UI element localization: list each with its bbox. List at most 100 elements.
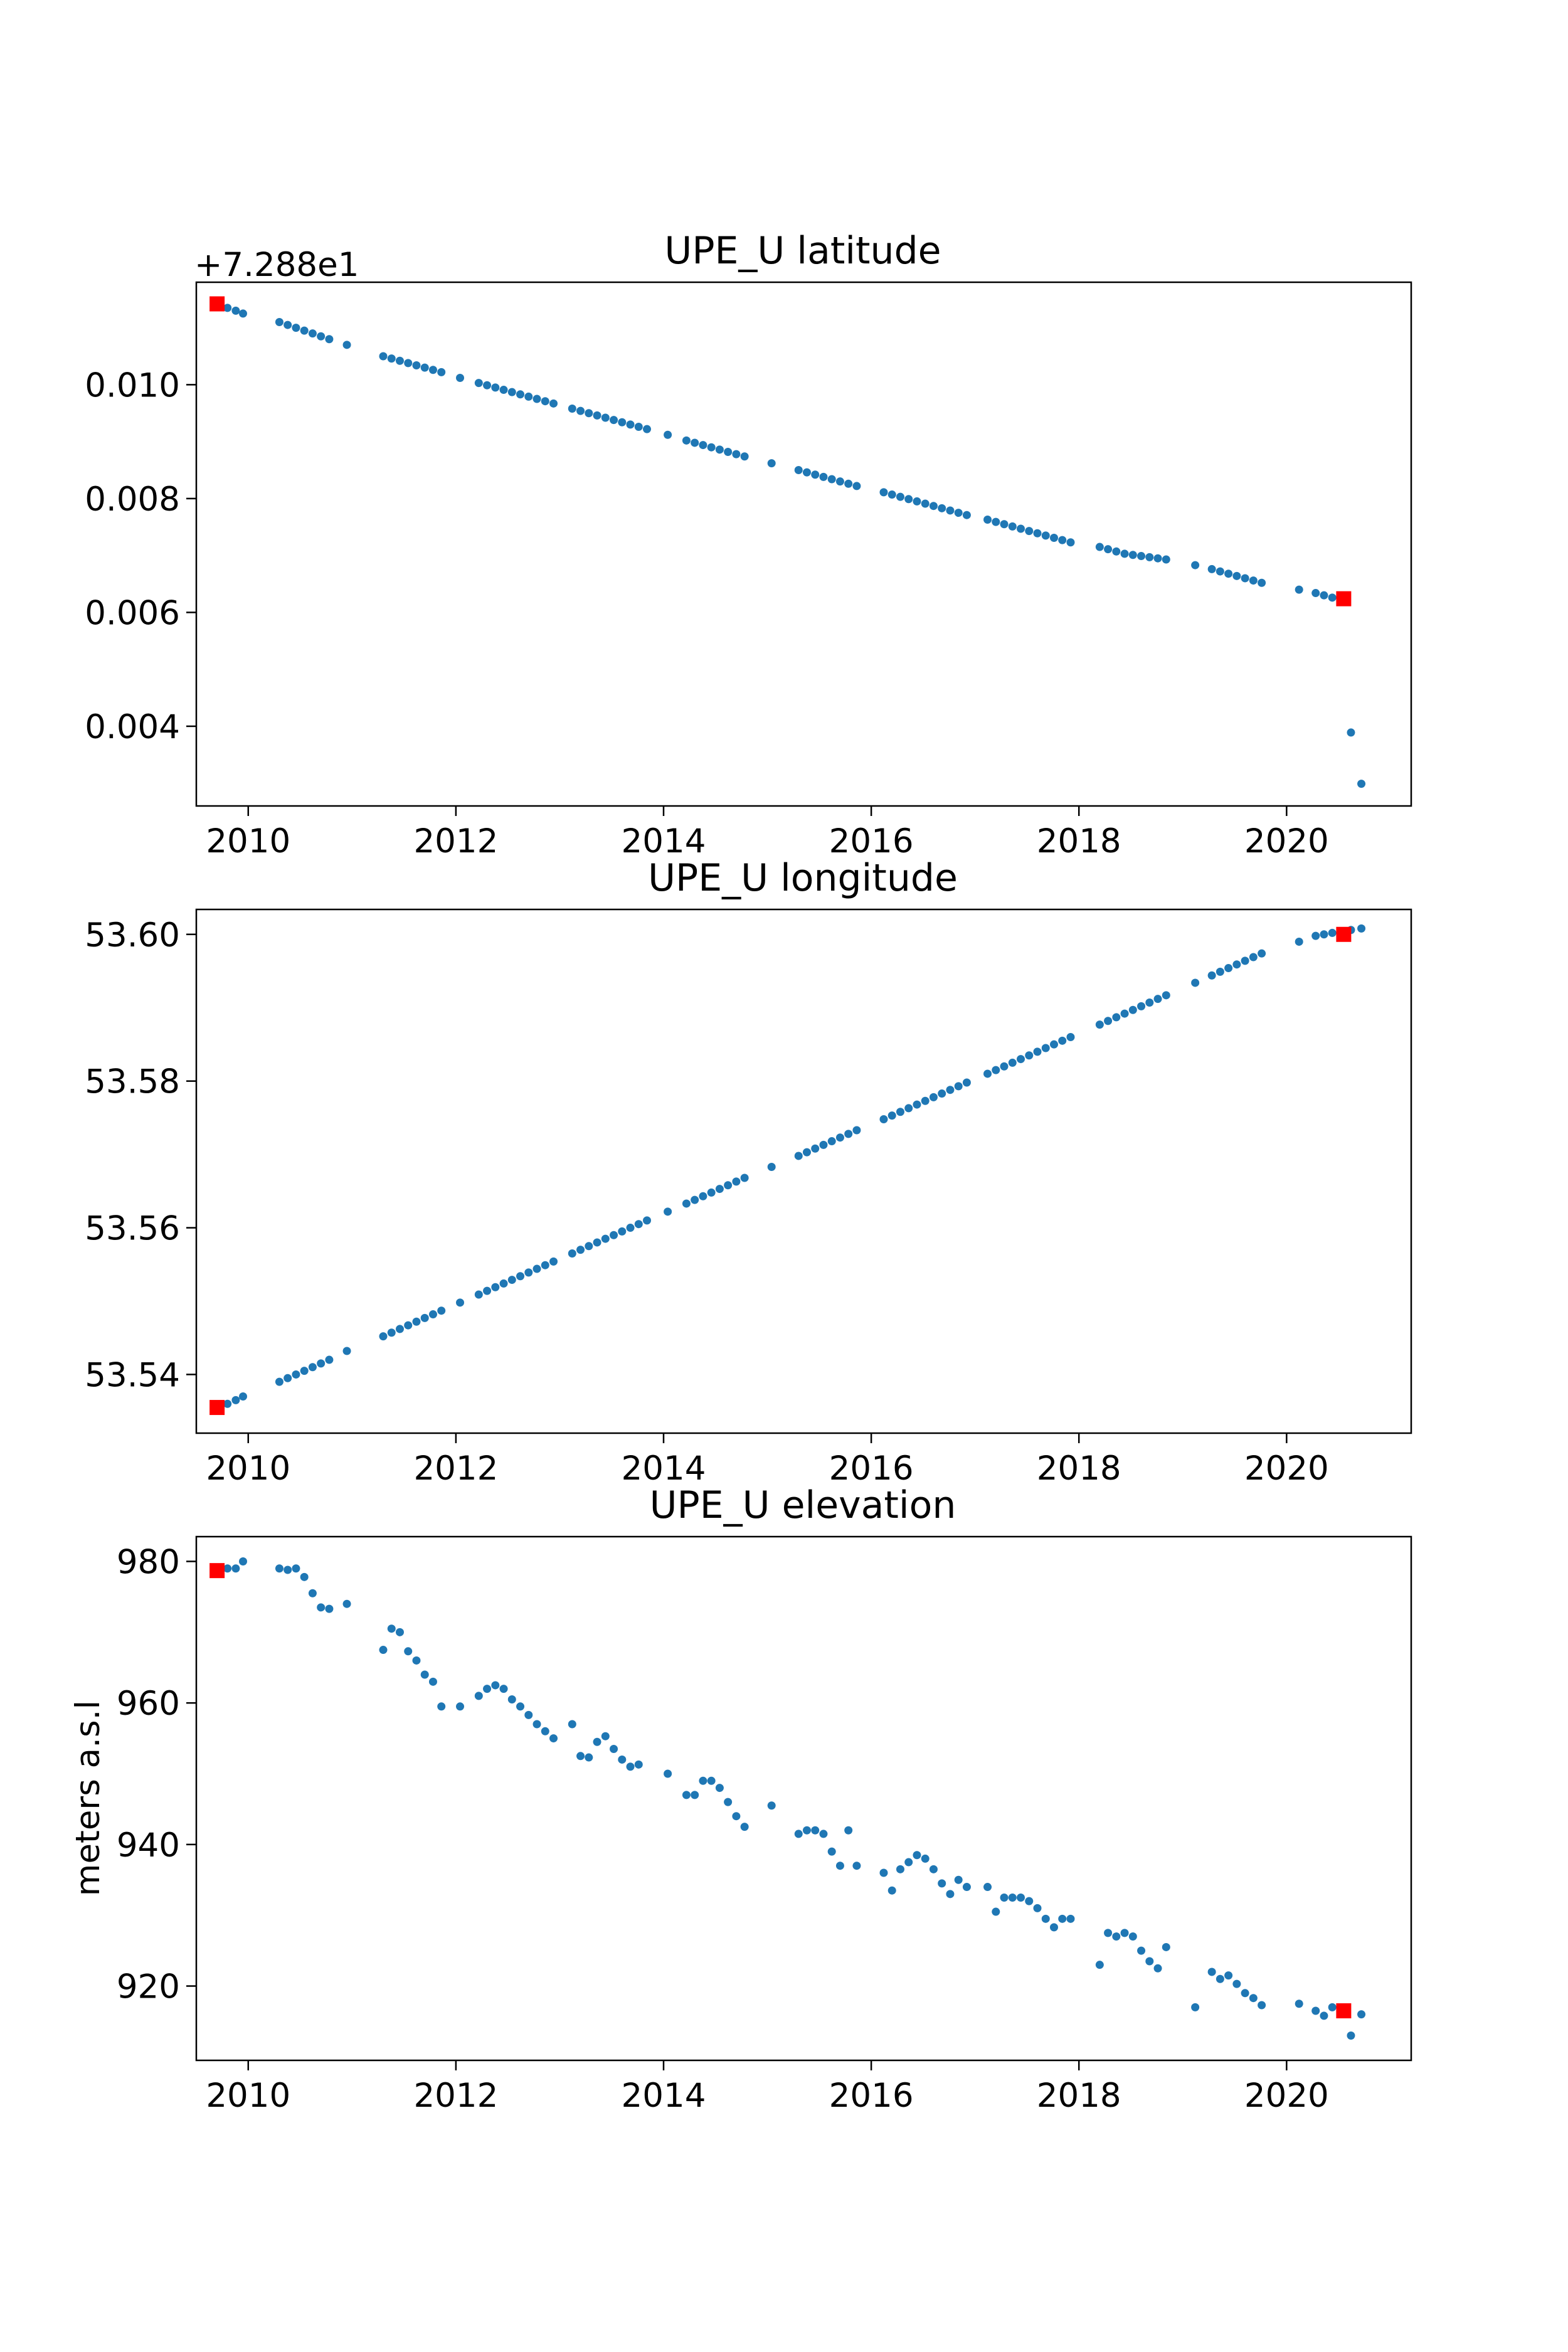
latitude-data-point: [767, 459, 776, 468]
elevation-data-point: [1311, 2006, 1320, 2015]
latitude-data-point: [1095, 543, 1104, 551]
elevation-data-point: [437, 1702, 446, 1711]
elevation-data-point: [342, 1599, 351, 1608]
longitude-data-point: [275, 1377, 283, 1386]
elevation-data-point: [491, 1681, 500, 1690]
longitude-data-point: [938, 1089, 946, 1098]
longitude-data-point: [983, 1069, 992, 1078]
latitude-data-point: [379, 352, 388, 361]
elevation-data-point: [1162, 1942, 1170, 1951]
elevation-data-point: [1216, 1974, 1224, 1983]
latitude-data-point: [483, 381, 492, 389]
longitude-y-ticks: 53.54 53.56 53.58 53.60: [85, 916, 196, 1394]
latitude-data-point: [938, 504, 946, 512]
latitude-data-point: [1008, 522, 1017, 531]
longitude-data-point: [283, 1374, 292, 1382]
elevation-y-tick-label: 940: [117, 1826, 180, 1865]
elevation-data-point: [593, 1737, 601, 1746]
elevation-data-point: [1025, 1897, 1034, 1905]
elevation-x-tick-label: 2020: [1244, 2077, 1329, 2115]
latitude-data-point: [691, 438, 699, 447]
elevation-data-point: [827, 1847, 836, 1856]
elevation-x-tick-label: 2010: [206, 2077, 290, 2115]
latitude-panel: UPE_U latitude +7.288e1 2010 2012 2014 2016…: [85, 229, 1412, 861]
longitude-data-point: [715, 1185, 724, 1194]
longitude-data-point: [913, 1100, 921, 1109]
elevation-data-point: [524, 1710, 533, 1719]
latitude-y-tick-label: 0.008: [85, 480, 180, 519]
longitude-data-point: [626, 1224, 635, 1232]
latitude-data-point: [456, 373, 465, 382]
longitude-data-point: [491, 1283, 500, 1291]
longitude-data-point: [507, 1276, 516, 1285]
latitude-data-point: [1328, 593, 1337, 602]
latitude-data-point: [819, 472, 828, 481]
elevation-data-point: [691, 1791, 699, 1799]
latitude-data-point: [887, 490, 896, 499]
elevation-data-point: [1328, 2003, 1337, 2011]
elevation-data-point: [317, 1603, 326, 1612]
latitude-data-point: [610, 416, 618, 425]
longitude-data-point: [239, 1392, 247, 1401]
elevation-data-point: [929, 1865, 938, 1873]
elevation-data-point: [1112, 1932, 1121, 1941]
longitude-data-point: [395, 1325, 404, 1333]
longitude-data-point: [643, 1216, 652, 1225]
elevation-data-point: [483, 1685, 492, 1693]
longitude-data-point: [420, 1313, 429, 1322]
latitude-data-point: [507, 388, 516, 396]
latitude-data-point: [802, 468, 811, 477]
longitude-y-tick-label: 53.58: [85, 1063, 180, 1101]
longitude-title: UPE_U longitude: [648, 856, 958, 900]
latitude-data-point: [317, 332, 326, 341]
latitude-data-point: [1104, 545, 1113, 554]
longitude-data-point: [325, 1355, 334, 1364]
longitude-y-tick-label: 53.56: [85, 1210, 180, 1248]
elevation-data-point: [1137, 1946, 1146, 1955]
latitude-data-point: [811, 470, 820, 479]
latitude-data-point: [844, 479, 853, 488]
latitude-data-point: [387, 354, 396, 363]
latitude-data-point: [541, 397, 549, 406]
elevation-data-point: [1320, 2011, 1328, 2020]
longitude-data-point: [1216, 967, 1224, 976]
elevation-data-point: [231, 1564, 240, 1573]
longitude-data-point: [379, 1332, 388, 1341]
latitude-endpoint-marker: [209, 296, 225, 312]
latitude-offset-label: +7.288e1: [194, 246, 359, 284]
elevation-data-point: [732, 1812, 741, 1821]
latitude-data-point: [1017, 524, 1025, 533]
longitude-data-point: [682, 1199, 691, 1208]
longitude-data-point: [691, 1195, 699, 1204]
longitude-data-point: [483, 1286, 492, 1295]
elevation-data-point: [1224, 1971, 1233, 1980]
longitude-data-point: [387, 1328, 396, 1337]
elevation-data-point: [428, 1677, 437, 1686]
longitude-data-point: [962, 1078, 971, 1087]
elevation-data-point: [300, 1572, 309, 1581]
elevation-y-tick-label: 980: [117, 1543, 180, 1581]
longitude-data-point: [585, 1242, 593, 1251]
elevation-data-point: [1033, 1904, 1042, 1912]
longitude-data-point: [1008, 1058, 1017, 1067]
longitude-data-point: [342, 1347, 351, 1355]
longitude-data-point: [946, 1086, 955, 1094]
elevation-data-point: [707, 1776, 716, 1785]
elevation-data-point: [308, 1589, 317, 1597]
elevation-data-point: [1049, 1923, 1058, 1932]
longitude-data-point: [549, 1257, 558, 1266]
latitude-x-tick-label: 2018: [1037, 822, 1121, 861]
longitude-data-point: [1000, 1062, 1009, 1071]
longitude-data-point: [879, 1115, 888, 1123]
longitude-data-point: [524, 1268, 533, 1277]
latitude-data-point: [1153, 554, 1162, 563]
latitude-data-point: [1112, 547, 1121, 556]
latitude-data-point: [664, 430, 672, 439]
latitude-data-point: [437, 368, 446, 376]
elevation-data-point: [283, 1565, 292, 1574]
elevation-data-point: [499, 1685, 508, 1693]
latitude-data-point: [292, 324, 300, 332]
latitude-data-point: [1025, 527, 1034, 536]
latitude-data-point: [404, 359, 413, 368]
latitude-data-point: [626, 420, 635, 429]
